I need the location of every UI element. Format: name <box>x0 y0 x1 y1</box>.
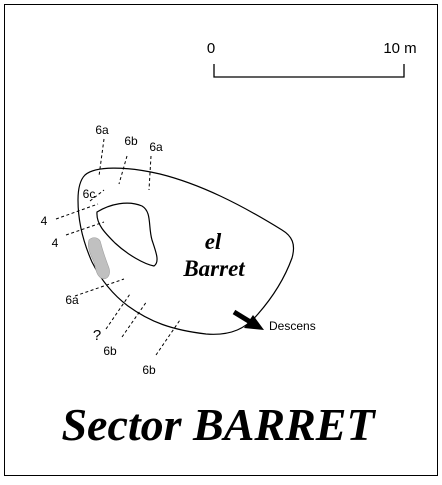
block-name-line1: el <box>205 229 222 254</box>
boulder-outline <box>77 167 295 335</box>
route-line-r2 <box>118 155 128 185</box>
route-grade-label: 6b <box>124 134 138 148</box>
route-line-r3 <box>148 155 152 191</box>
route-grade-label: 6a <box>149 140 163 154</box>
sector-title: Sector BARRET <box>61 399 376 450</box>
route-lines <box>55 138 181 356</box>
route-grade-label: 6a <box>65 293 79 307</box>
scale-bar-line <box>213 64 405 78</box>
route-line-r9 <box>121 300 148 338</box>
route-line-r10 <box>155 319 181 356</box>
route-grade-label: 6c <box>83 187 96 201</box>
rock-patch <box>88 237 110 280</box>
route-line-r8 <box>105 293 131 330</box>
descent-arrow-icon <box>232 309 264 330</box>
scale-start-label: 0 <box>207 40 215 57</box>
route-grade-label: 6b <box>103 344 117 358</box>
route-grade-label: 4 <box>41 214 48 228</box>
route-unknown-label: ? <box>93 327 101 344</box>
scale-bar: 0 10 m <box>207 40 417 78</box>
route-line-r6 <box>65 221 105 236</box>
route-line-r1 <box>98 138 105 177</box>
route-line-r5 <box>55 203 99 220</box>
route-grade-label: 6b <box>142 363 156 377</box>
route-grade-label: 6a <box>95 123 109 137</box>
block-name-line2: Barret <box>182 256 245 281</box>
map-frame <box>4 4 438 476</box>
route-grade-label: 4 <box>52 236 59 250</box>
scale-end-label: 10 m <box>383 40 416 57</box>
route-line-r4 <box>89 189 105 202</box>
overhang-outline <box>96 202 158 267</box>
descent-label: Descens <box>269 319 316 333</box>
